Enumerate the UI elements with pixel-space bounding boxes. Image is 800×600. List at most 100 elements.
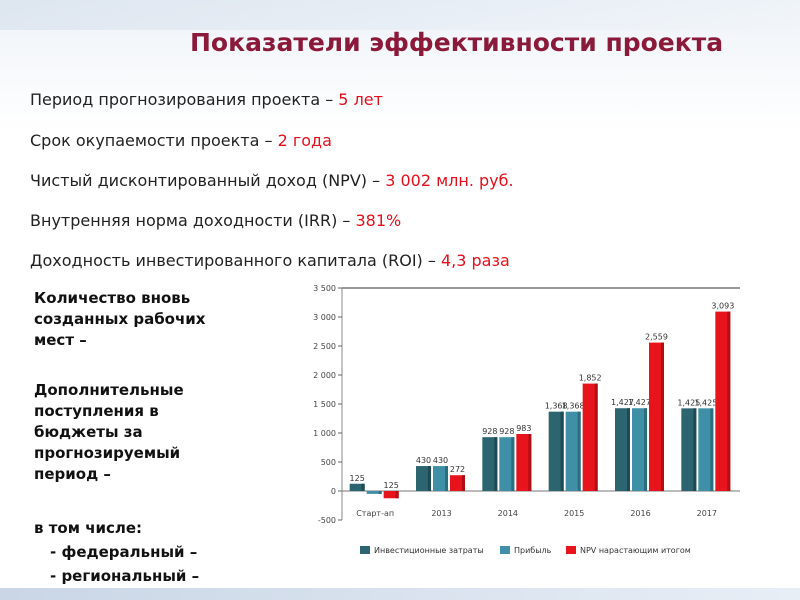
- data-label: 928: [482, 427, 497, 436]
- y-tick-label: 500: [321, 458, 336, 467]
- bar-2: [450, 475, 465, 491]
- bar-shade-1: [378, 491, 382, 494]
- bar-2: [516, 433, 532, 491]
- bar-shade-0: [693, 408, 697, 491]
- metric-label: Доходность инвестированного капитала (RO…: [30, 251, 441, 270]
- y-tick-label: 1 000: [313, 429, 336, 438]
- bar-1: [499, 437, 515, 491]
- metric-roi: Доходность инвестированного капитала (RO…: [30, 251, 510, 270]
- legend-item-investment: Инвестиционные затраты: [360, 543, 484, 557]
- bar-shade-0: [494, 437, 498, 491]
- footer-decoration: [0, 588, 800, 600]
- data-label: 1,425: [677, 398, 700, 407]
- metric-irr: Внутренняя норма доходности (IRR) – 381%: [30, 211, 401, 230]
- metric-label: Чистый дисконтированный доход (NPV) –: [30, 171, 386, 190]
- data-label: 125: [350, 474, 365, 483]
- metric-payback-period: Срок окупаемости проекта – 2 года: [30, 131, 332, 150]
- legend-item-profit: Прибыль: [500, 543, 551, 557]
- bar-0: [681, 408, 697, 491]
- x-tick-label: 2017: [697, 509, 717, 518]
- data-label: 430: [433, 456, 448, 465]
- x-tick-label: 2016: [630, 509, 650, 518]
- y-tick-label: 3 000: [313, 313, 336, 322]
- page-title: Показатели эффективности проекта: [190, 28, 724, 57]
- data-label: 1,425: [694, 398, 717, 407]
- y-tick-label: 1 500: [313, 400, 336, 409]
- bar-shade-1: [511, 437, 515, 491]
- metric-label: Период прогнозирования проекта –: [30, 90, 339, 109]
- bar-2: [582, 383, 598, 491]
- x-tick-label: 2014: [498, 509, 518, 518]
- bar-0: [482, 437, 498, 491]
- bar-0: [349, 483, 365, 491]
- metric-value: 4,3 раза: [440, 251, 510, 270]
- bar-2: [383, 491, 399, 499]
- bar-1: [632, 408, 647, 491]
- bar-1: [366, 491, 382, 494]
- data-label: 983: [516, 424, 531, 433]
- data-label: 928: [499, 427, 514, 436]
- bar-shade-0: [428, 466, 431, 491]
- federal-label: - федеральный –: [50, 543, 198, 561]
- bar-0: [416, 466, 431, 491]
- metric-label: Внутренняя норма доходности (IRR) –: [30, 211, 356, 230]
- metric-value: 5 лет: [338, 90, 383, 109]
- bar-shade-2: [594, 383, 598, 491]
- x-tick-label: Старт-ап: [356, 509, 394, 518]
- jobs-created-label: Количество вновь созданных рабочих мест …: [34, 289, 206, 349]
- data-label: 125: [384, 481, 399, 490]
- data-label: 1,852: [579, 374, 602, 383]
- metric-npv: Чистый дисконтированный доход (NPV) – 3 …: [30, 171, 514, 190]
- regional-label: - региональный –: [50, 567, 200, 585]
- data-label: 3,093: [711, 302, 734, 311]
- bar-2: [649, 342, 664, 491]
- budget-revenue-label: Дополнительные поступления в бюджеты за …: [34, 381, 184, 483]
- y-tick-label: 2 500: [313, 342, 336, 351]
- bar-shade-2: [528, 433, 532, 491]
- y-tick-label: -500: [318, 516, 336, 525]
- data-label: 430: [416, 456, 431, 465]
- bar-1: [433, 466, 448, 491]
- metric-forecast-period: Период прогнозирования проекта – 5 лет: [30, 90, 383, 109]
- bar-shade-1: [710, 408, 714, 491]
- data-label: 272: [450, 465, 465, 474]
- bar-shade-0: [361, 483, 365, 491]
- bar-2: [715, 311, 731, 491]
- legend-label: Инвестиционные затраты: [374, 545, 484, 555]
- bar-0: [548, 411, 564, 491]
- y-tick-label: 0: [331, 487, 336, 496]
- legend-label: NPV нарастающим итогом: [580, 545, 691, 555]
- legend-swatch: [500, 546, 510, 554]
- legend-swatch: [360, 546, 370, 554]
- metric-value: 3 002 млн. руб.: [385, 171, 514, 190]
- y-tick-label: 2 000: [313, 371, 336, 380]
- metric-value: 2 года: [277, 131, 332, 150]
- npv-bar-chart: -500 0 500 1 000 1 500 2 000 2 500 3 000 3 500 12…: [313, 284, 740, 525]
- bar-shade-1: [445, 466, 448, 491]
- bar-shade-2: [727, 311, 731, 491]
- y-tick-label: 3 500: [313, 284, 336, 293]
- data-label: 1,427: [611, 398, 634, 407]
- bar-shade-1: [644, 408, 647, 491]
- x-tick-label: 2015: [564, 509, 584, 518]
- legend-item-npv: NPV нарастающим итогом: [566, 543, 691, 557]
- metric-value: 381%: [355, 211, 402, 230]
- bar-shade-2: [395, 491, 399, 499]
- including-label: в том числе:: [34, 519, 143, 537]
- bar-shade-0: [627, 408, 630, 491]
- bar-0: [615, 408, 630, 491]
- x-tick-label: 2013: [431, 509, 451, 518]
- data-label: 2,559: [645, 333, 668, 342]
- bar-shade-2: [661, 342, 664, 491]
- data-label: 1,427: [628, 398, 651, 407]
- data-label: 1,368: [562, 402, 585, 411]
- legend-label: Прибыль: [514, 545, 552, 555]
- bar-shade-1: [577, 411, 581, 491]
- bar-shade-0: [560, 411, 564, 491]
- header-decoration: [0, 0, 800, 30]
- bar-shade-2: [462, 475, 465, 491]
- metric-label: Срок окупаемости проекта –: [30, 131, 278, 150]
- data-label: 1,368: [545, 402, 568, 411]
- bar-1: [698, 408, 714, 491]
- legend-swatch: [566, 546, 576, 554]
